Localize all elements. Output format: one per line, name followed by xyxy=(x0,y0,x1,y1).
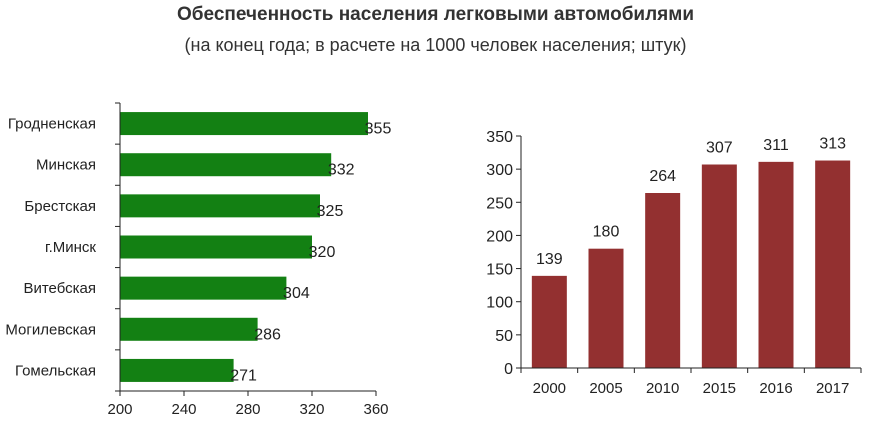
category-label-5: 2017 xyxy=(816,380,849,397)
category-label-0: Гродненская xyxy=(8,116,96,133)
data-label-1: 332 xyxy=(328,162,355,179)
x-tick-label-1: 240 xyxy=(171,401,196,418)
y-tick-label-1: 50 xyxy=(495,328,513,345)
category-label-4: 2016 xyxy=(759,380,792,397)
category-label-0: 2000 xyxy=(533,380,566,397)
y-tick-label-4: 200 xyxy=(486,228,513,245)
bar-0 xyxy=(531,275,567,368)
y-tick-label-7: 350 xyxy=(486,129,513,146)
data-label-6: 271 xyxy=(230,367,257,384)
category-label-4: Витебская xyxy=(23,280,96,297)
category-label-1: 2005 xyxy=(589,380,622,397)
data-label-3: 320 xyxy=(309,244,336,261)
category-label-3: г.Минск xyxy=(45,239,96,256)
data-label-3: 307 xyxy=(706,140,733,157)
category-label-5: Могилевская xyxy=(5,321,96,338)
bar-5 xyxy=(120,317,258,341)
data-label-2: 264 xyxy=(649,168,676,185)
bar-4 xyxy=(120,276,287,300)
y-tick-label-0: 0 xyxy=(504,361,513,378)
x-tick-label-2: 280 xyxy=(235,401,260,418)
chart-title: Обеспеченность населения легковыми автом… xyxy=(177,4,694,25)
bar-3 xyxy=(701,164,737,368)
category-label-2: 2010 xyxy=(646,380,679,397)
category-label-2: Брестская xyxy=(24,198,96,215)
bar-6 xyxy=(120,358,234,382)
data-label-4: 311 xyxy=(763,137,789,154)
y-tick-label-3: 150 xyxy=(486,262,513,279)
bar-2 xyxy=(120,194,320,218)
category-label-6: Гомельская xyxy=(15,362,96,379)
y-tick-label-5: 250 xyxy=(486,195,513,212)
data-label-5: 286 xyxy=(254,326,281,343)
data-label-5: 313 xyxy=(819,136,846,153)
bar-1 xyxy=(120,153,332,177)
y-tick-label-6: 300 xyxy=(486,162,513,179)
data-label-0: 355 xyxy=(365,121,392,138)
bar-5 xyxy=(815,160,851,368)
y-tick-label-2: 100 xyxy=(486,295,513,312)
x-tick-label-4: 360 xyxy=(363,401,388,418)
data-label-2: 325 xyxy=(317,203,344,220)
bar-3 xyxy=(120,235,312,259)
category-label-3: 2015 xyxy=(703,380,736,397)
chart-subtitle: (на конец года; в расчете на 1000 челове… xyxy=(184,35,687,55)
category-label-1: Минская xyxy=(36,157,96,174)
data-label-1: 180 xyxy=(593,224,620,241)
bar-0 xyxy=(120,112,368,136)
data-label-4: 304 xyxy=(283,285,310,302)
x-tick-label-0: 200 xyxy=(107,401,132,418)
bar-2 xyxy=(645,193,681,368)
bar-4 xyxy=(758,161,794,368)
bar-1 xyxy=(588,248,624,368)
data-label-0: 139 xyxy=(536,251,563,268)
x-tick-label-3: 320 xyxy=(299,401,324,418)
